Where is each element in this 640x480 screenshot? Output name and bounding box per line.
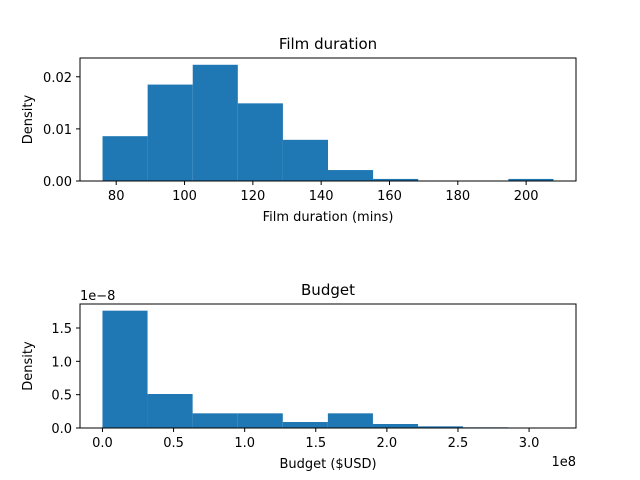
film-duration-bar-9	[508, 178, 554, 181]
film-duration-y-ticks: 0.00 0.01 0.02	[43, 71, 80, 190]
film-duration-x-tick-label: 120	[240, 189, 265, 204]
budget-x-tick-label: 3.0	[519, 436, 540, 451]
budget-bar-2	[192, 413, 238, 428]
budget-bar-6	[372, 424, 419, 428]
budget-bars	[102, 310, 554, 428]
budget-y-ticks: 0.0 0.5 1.0 1.5	[51, 322, 80, 437]
film-duration-x-tick-label: 180	[445, 189, 470, 204]
film-duration-bar-3	[237, 103, 283, 181]
film-duration-histogram: 80 100 120 140 160 180 200 0.00 0.01 0.02 Film d…	[21, 35, 577, 225]
budget-x-ticks: 0.0 0.5 1.0 1.5 2.0 2.5 3.0	[92, 428, 539, 451]
budget-histogram: 0.0 0.5 1.0 1.5 2.0 2.5 3.0 0.0 0.5 1.0 1.5 Budge…	[21, 281, 577, 472]
film-duration-x-axis-label: Film duration (mins)	[263, 210, 394, 225]
film-duration-bar-4	[282, 139, 328, 181]
budget-bar-4	[282, 422, 328, 428]
film-duration-y-tick-label: 0.00	[43, 175, 72, 190]
budget-bar-5	[327, 413, 373, 428]
budget-bar-3	[237, 413, 283, 428]
film-duration-x-tick-label: 140	[309, 189, 334, 204]
budget-y-tick-label: 0.0	[51, 422, 72, 437]
film-duration-title: Film duration	[279, 35, 377, 53]
budget-x-offset-text: 1e8	[551, 455, 576, 470]
film-duration-y-axis-label: Density	[21, 94, 36, 144]
budget-x-tick-label: 0.0	[92, 436, 113, 451]
film-duration-x-tick-label: 200	[514, 189, 539, 204]
budget-title: Budget	[301, 281, 355, 299]
film-duration-bar-0	[102, 136, 148, 181]
film-duration-x-tick-label: 80	[108, 189, 125, 204]
film-duration-bar-5	[328, 170, 374, 181]
budget-y-offset-text: 1e−8	[80, 289, 115, 304]
budget-y-axis-label: Density	[21, 341, 36, 391]
film-duration-bar-6	[373, 178, 419, 181]
budget-y-tick-label: 1.5	[51, 322, 72, 337]
budget-bar-1	[147, 394, 193, 428]
budget-x-tick-label: 1.0	[234, 436, 255, 451]
film-duration-bar-1	[147, 84, 193, 181]
film-duration-y-tick-label: 0.02	[43, 71, 72, 86]
film-duration-axes-frame	[79, 57, 577, 182]
budget-x-tick-label: 1.5	[305, 436, 326, 451]
film-duration-x-ticks: 80 100 120 140 160 180 200	[108, 181, 539, 204]
budget-x-axis-label: Budget ($USD)	[279, 457, 376, 472]
budget-bar-7	[418, 426, 464, 428]
budget-y-tick-label: 1.0	[51, 355, 72, 370]
budget-y-tick-label: 0.5	[51, 389, 72, 404]
budget-x-tick-label: 2.0	[377, 436, 398, 451]
budget-x-tick-label: 0.5	[163, 436, 184, 451]
budget-x-tick-label: 2.5	[448, 436, 469, 451]
film-duration-bar-2	[192, 64, 238, 181]
film-duration-x-tick-label: 160	[377, 189, 402, 204]
film-duration-y-tick-label: 0.01	[43, 123, 72, 138]
budget-bar-0	[102, 310, 148, 428]
budget-axes-frame	[79, 303, 577, 429]
film-duration-bars	[102, 64, 554, 181]
film-duration-x-tick-label: 100	[172, 189, 197, 204]
